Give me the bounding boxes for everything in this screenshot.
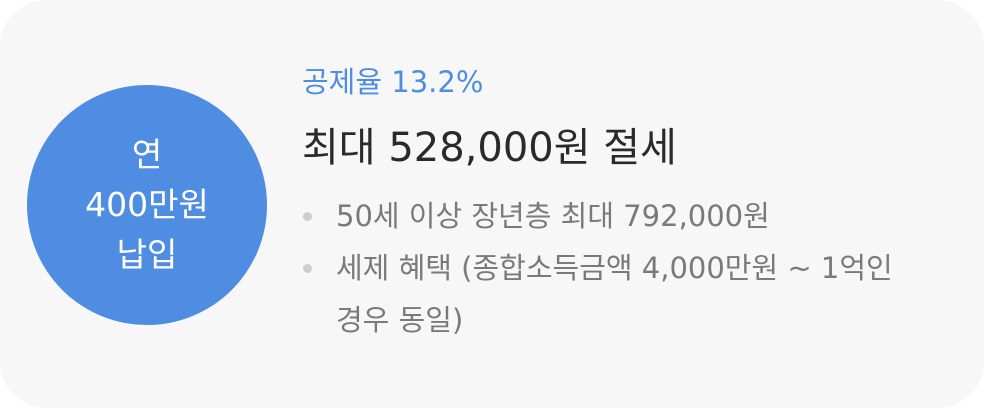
deduction-rate: 공제율 13.2% xyxy=(302,65,484,99)
bullet-dot-icon xyxy=(303,264,312,273)
bullet-dot-icon xyxy=(303,212,312,221)
bullet-text: 세제 혜택 (종합소득금액 4,000만원 ~ 1억인 경우 동일) xyxy=(336,251,893,337)
badge-line-year: 연 xyxy=(131,135,163,174)
badge-line-payment: 납입 xyxy=(116,235,178,274)
bullet-text: 50세 이상 장년층 최대 792,000원 xyxy=(336,199,770,233)
benefit-details: 공제율 13.2% 최대 528,000원 절세 50세 이상 장년층 최대 7… xyxy=(302,62,942,346)
annual-payment-badge: 연 400만원 납입 xyxy=(27,85,267,325)
max-tax-saving-headline: 최대 528,000원 절세 xyxy=(302,125,677,171)
bullet-item-senior: 50세 이상 장년층 최대 792,000원 xyxy=(302,190,896,242)
benefit-bullet-list: 50세 이상 장년층 최대 792,000원 세제 혜택 (종합소득금액 4,0… xyxy=(302,190,942,346)
bullet-item-income-range: 세제 혜택 (종합소득금액 4,000만원 ~ 1억인 경우 동일) xyxy=(302,242,896,346)
badge-line-amount: 400만원 xyxy=(85,185,209,224)
